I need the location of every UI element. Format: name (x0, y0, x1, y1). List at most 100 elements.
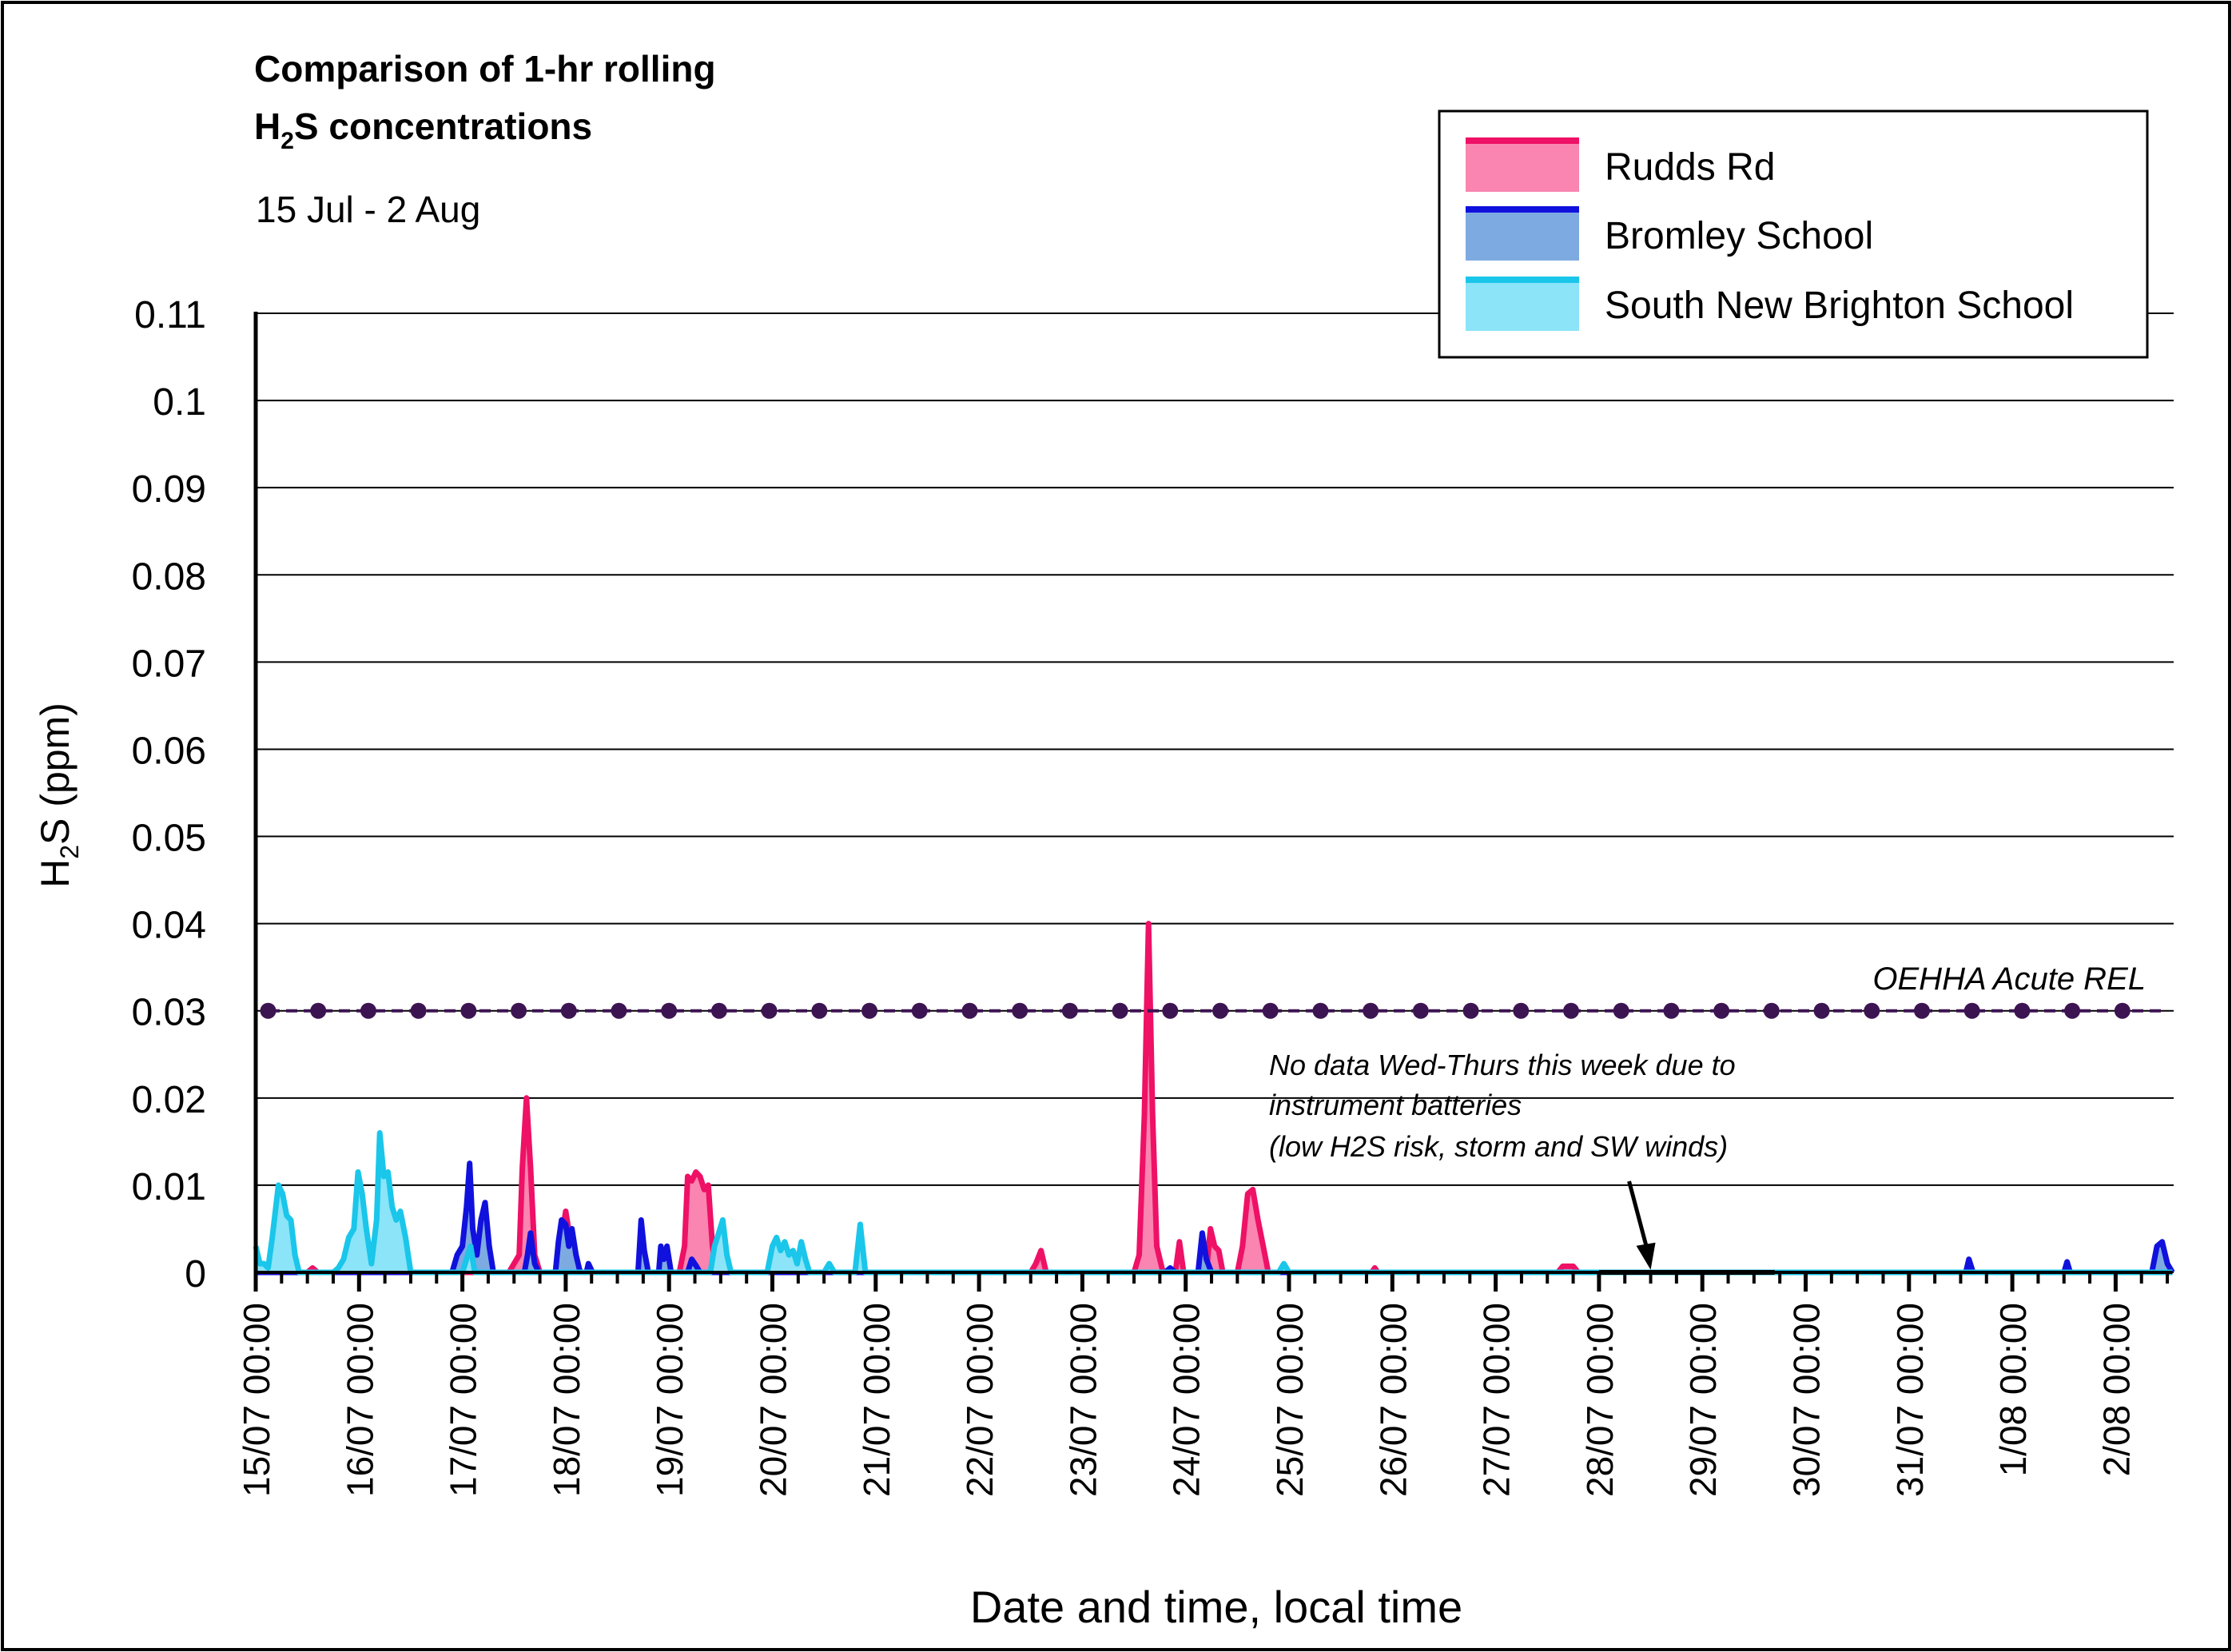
reference-marker-13 (911, 1002, 928, 1019)
reference-marker-6 (560, 1002, 577, 1019)
annotation: No data Wed-Thurs this week due to instr… (1269, 1049, 1736, 1270)
reference-marker-11 (811, 1002, 828, 1019)
chart-title-line2-prefix: H (254, 105, 280, 147)
y-axis-title: H2S (ppm) (33, 703, 84, 888)
y-tick-label-9: 0.09 (132, 468, 206, 511)
chart-subtitle: 15 Jul - 2 Aug (256, 189, 480, 230)
reference-marker-22 (1363, 1002, 1379, 1019)
reference-marker-27 (1613, 1002, 1629, 1019)
x-tick-label-0: 15/07 00:00 (236, 1303, 277, 1497)
legend: Rudds Rd Bromley School South New Bright… (1438, 109, 2149, 359)
y-axis-title-prefix: H (33, 859, 78, 888)
reference-marker-25 (1513, 1002, 1530, 1019)
x-tick-label-10: 25/07 00:00 (1269, 1303, 1311, 1497)
chart-title-line2: H2S concentrations (254, 105, 592, 154)
reference-marker-8 (661, 1002, 678, 1019)
reference-marker-16 (1061, 1002, 1078, 1019)
y-tick-label-10: 0.1 (153, 381, 206, 424)
legend-item-rudds-rd: Rudds Rd (1466, 137, 1775, 192)
reference-marker-18 (1162, 1002, 1179, 1019)
y-tick-label-0: 0 (185, 1253, 206, 1296)
annotation-line-1: No data Wed-Thurs this week due to (1269, 1049, 1736, 1081)
reference-marker-32 (1864, 1002, 1880, 1019)
reference-marker-5 (511, 1002, 527, 1019)
reference-marker-15 (1012, 1002, 1028, 1019)
x-tick-label-12: 27/07 00:00 (1476, 1303, 1518, 1497)
x-tick-label-9: 24/07 00:00 (1166, 1303, 1208, 1497)
reference-marker-4 (460, 1002, 477, 1019)
y-axis-title-sub: 2 (55, 845, 84, 859)
x-tick-label-1: 16/07 00:00 (339, 1303, 380, 1497)
legend-item-south-new-brighton-school: South New Brighton School (1466, 277, 2074, 331)
y-axis-title-suffix: S (ppm) (33, 703, 78, 845)
legend-swatch-rudds-rd (1466, 141, 1579, 192)
x-axis-title: Date and time, local time (970, 1582, 1462, 1632)
reference-marker-37 (2114, 1002, 2131, 1019)
legend-label-rudds-rd: Rudds Rd (1605, 146, 1775, 189)
y-tick-label-7: 0.07 (132, 643, 206, 685)
reference-marker-23 (1412, 1002, 1429, 1019)
reference-line-label: OEHHA Acute REL (1872, 961, 2146, 997)
reference-marker-33 (1913, 1002, 1930, 1019)
y-tick-label-5: 0.05 (132, 818, 206, 860)
x-tick-label-13: 28/07 00:00 (1579, 1303, 1621, 1497)
reference-marker-10 (761, 1002, 778, 1019)
x-tick-label-15: 30/07 00:00 (1786, 1303, 1828, 1497)
legend-label-south-new-brighton-school: South New Brighton School (1605, 285, 2074, 327)
y-tick-labels: 0 0.01 0.02 0.03 0.04 0.05 0.06 0.07 0.08 0.09 0.1… (132, 294, 206, 1296)
legend-label-bromley-school: Bromley School (1605, 215, 1873, 257)
chart-title-line2-sub: 2 (280, 128, 294, 154)
chart-title-line2-suffix: S concentrations (294, 105, 592, 147)
y-tick-label-4: 0.04 (132, 905, 206, 947)
annotation-arrow-head (1636, 1242, 1656, 1270)
x-ticks: 15/07 00:00 16/07 00:00 17/07 00:00 18/07 0… (236, 1271, 2173, 1497)
x-tick-label-2: 17/07 00:00 (443, 1303, 484, 1497)
x-tick-label-4: 19/07 00:00 (649, 1303, 690, 1497)
reference-marker-1 (310, 1002, 327, 1019)
chart-title-line1: Comparison of 1-hr rolling (254, 48, 716, 90)
reference-marker-0 (260, 1002, 277, 1019)
reference-marker-34 (1963, 1002, 1980, 1019)
y-tick-label-2: 0.02 (132, 1079, 206, 1121)
reference-marker-20 (1262, 1002, 1279, 1019)
reference-marker-24 (1462, 1002, 1479, 1019)
reference-marker-14 (961, 1002, 978, 1019)
y-tick-label-1: 0.01 (132, 1166, 206, 1208)
y-tick-label-11: 0.11 (134, 294, 206, 336)
legend-item-bromley-school: Bromley School (1466, 206, 1873, 261)
legend-swatch-bromley-school (1466, 209, 1579, 261)
y-tick-label-8: 0.08 (132, 555, 206, 598)
x-tick-label-14: 29/07 00:00 (1682, 1303, 1724, 1497)
y-tick-label-6: 0.06 (132, 730, 206, 772)
reference-marker-30 (1763, 1002, 1780, 1019)
legend-swatch-south-new-brighton-school (1466, 280, 1579, 331)
x-tick-label-17: 1/08 00:00 (1992, 1303, 2034, 1476)
y-tick-label-3: 0.03 (132, 992, 206, 1034)
reference-marker-21 (1312, 1002, 1329, 1019)
reference-marker-29 (1713, 1002, 1730, 1019)
x-tick-label-5: 20/07 00:00 (753, 1303, 794, 1497)
reference-marker-35 (2014, 1002, 2031, 1019)
x-tick-label-3: 18/07 00:00 (546, 1303, 587, 1497)
reference-marker-12 (861, 1002, 878, 1019)
x-tick-label-7: 22/07 00:00 (959, 1303, 1001, 1497)
annotation-line-2: instrument batteries (1269, 1089, 1522, 1121)
reference-line-group (260, 1002, 2162, 1019)
annotation-line-3: (low H2S risk, storm and SW winds) (1269, 1130, 1728, 1163)
reference-marker-17 (1112, 1002, 1128, 1019)
x-tick-label-18: 2/08 00:00 (2095, 1303, 2137, 1476)
reference-marker-36 (2064, 1002, 2081, 1019)
annotation-arrow (1627, 1180, 1649, 1252)
x-tick-label-6: 21/07 00:00 (856, 1303, 897, 1497)
reference-marker-31 (1813, 1002, 1830, 1019)
reference-marker-2 (360, 1002, 376, 1019)
reference-marker-9 (710, 1002, 727, 1019)
x-tick-label-16: 31/07 00:00 (1889, 1303, 1931, 1497)
reference-marker-28 (1663, 1002, 1680, 1019)
x-tick-label-8: 23/07 00:00 (1062, 1303, 1104, 1497)
reference-marker-3 (410, 1002, 427, 1019)
reference-marker-7 (611, 1002, 627, 1019)
reference-marker-19 (1212, 1002, 1229, 1019)
reference-marker-26 (1562, 1002, 1579, 1019)
